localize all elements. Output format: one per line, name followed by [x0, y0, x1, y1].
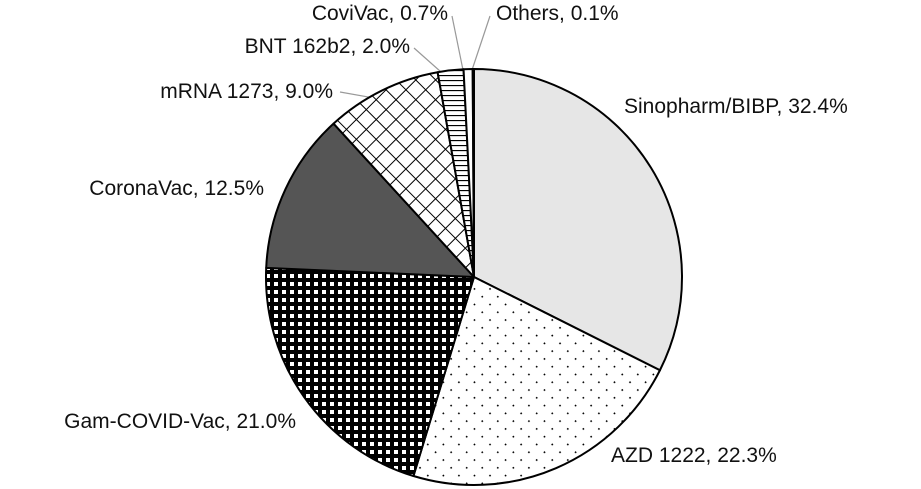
- slice-label-sinopharm-bibp: Sinopharm/BIBP, 32.4%: [624, 95, 848, 118]
- pie-slices: [265, 67, 683, 486]
- pie-slice-others: [471, 67, 475, 278]
- slice-label-mrna-1273: mRNA 1273, 9.0%: [160, 80, 333, 103]
- slice-labels: Sinopharm/BIBP, 32.4% AZD 1222, 22.3% Gam-…: [64, 2, 848, 467]
- leader-line-bnt-162b2: [413, 47, 457, 73]
- pie-slice-sinopharm-bibp: [473, 68, 683, 372]
- pie-slice-gam-covid-vac: [265, 266, 475, 477]
- leader-line-covivac: [451, 15, 464, 71]
- slice-label-azd-1222: AZD 1222, 22.3%: [611, 444, 777, 467]
- slice-label-others: Others, 0.1%: [496, 2, 619, 25]
- pie-slice-coronavac: [265, 122, 475, 278]
- slice-label-bnt-162b2: BNT 162b2, 2.0%: [245, 35, 410, 58]
- slice-label-covivac: CoviVac, 0.7%: [312, 2, 448, 25]
- slice-label-coronavac: CoronaVac, 12.5%: [89, 177, 264, 200]
- slice-label-gam-covid-vac: Gam-COVID-Vac, 21.0%: [64, 410, 296, 433]
- pie-slice-azd-1222: [412, 276, 661, 486]
- pie-slice-mrna-1273: [332, 71, 475, 278]
- leader-line-others: [471, 15, 491, 71]
